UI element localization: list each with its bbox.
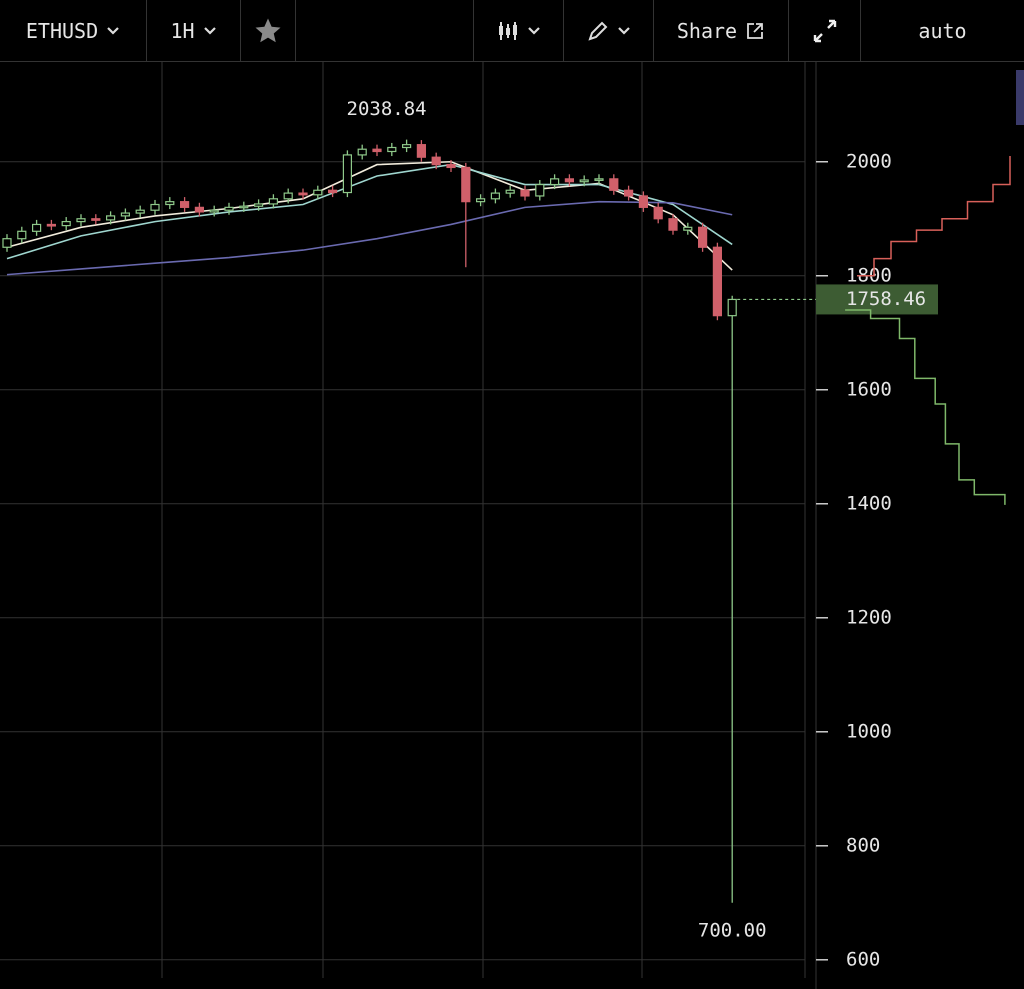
symbol: ETHUSD [25, 18, 99, 43]
candle-body [623, 189, 634, 197]
star-icon [255, 18, 281, 42]
fullscreen-button[interactable] [789, 0, 861, 61]
candle-body [564, 178, 575, 183]
moving-average [6, 160, 733, 271]
y-tick-label: 1200 [846, 606, 892, 628]
candle-body [298, 192, 308, 196]
candle-body [490, 192, 500, 200]
depth-line [845, 309, 1006, 505]
candle-body [313, 189, 323, 196]
candle-body [402, 144, 412, 149]
candle-body [268, 198, 278, 205]
candle-body [2, 238, 12, 248]
chart-type-button[interactable] [473, 0, 564, 61]
share-label: Share [676, 18, 738, 43]
candle-body [638, 195, 649, 208]
side-panel-tab [1016, 70, 1024, 125]
candle-body [180, 201, 190, 208]
scale-mode: auto [918, 18, 967, 43]
pencil-icon [587, 21, 607, 41]
candle-body [91, 218, 101, 221]
candle-body [135, 209, 145, 214]
candle-body [727, 298, 737, 317]
candle-body [283, 192, 293, 200]
candle-body [61, 221, 71, 227]
candle-body [76, 218, 86, 223]
scale-mode-button[interactable]: auto [861, 0, 1024, 61]
y-tick-label: 600 [846, 948, 880, 970]
depth-line [857, 156, 1011, 277]
candle-body [194, 206, 204, 213]
candle-body [239, 205, 249, 209]
symbol-selector[interactable]: ETHUSD [0, 0, 147, 61]
share-button[interactable]: Share [654, 0, 789, 61]
moving-average [6, 200, 733, 276]
candle-body [357, 148, 367, 156]
candle-body [446, 164, 456, 169]
candle-body [549, 178, 560, 186]
candle-body [209, 209, 219, 213]
candle-body [697, 226, 708, 248]
chevron [107, 26, 119, 35]
candle-body [668, 218, 678, 231]
candle-body [372, 148, 382, 153]
candle-body [150, 203, 160, 211]
candle-body [579, 179, 589, 183]
y-tick-label: 800 [846, 834, 880, 856]
candle-body [431, 156, 441, 166]
last-price-label: 1758.46 [846, 288, 926, 310]
chevron [203, 26, 216, 35]
chevron [527, 26, 540, 35]
drawing-tools-button[interactable] [564, 0, 654, 61]
candle-body [505, 189, 515, 194]
candle-body [105, 215, 116, 221]
y-tick-label: 1400 [846, 492, 892, 514]
interval-selector[interactable]: 1H [147, 0, 241, 61]
candle-body [165, 201, 175, 206]
interval: 1H [170, 18, 195, 43]
external-link-icon [747, 22, 764, 39]
candle-body [461, 166, 471, 203]
candle-body [520, 189, 530, 197]
candle-body [46, 223, 57, 227]
vertical-grid [161, 62, 817, 989]
last-price-tag [816, 284, 938, 315]
high-label: 2038.84 [347, 98, 427, 120]
candle-body [342, 154, 352, 194]
candle-body [683, 226, 693, 231]
candle-body [31, 223, 42, 232]
chevron [617, 26, 630, 35]
expand-icon [813, 19, 836, 42]
favorite-button[interactable] [241, 0, 296, 61]
moving-average [6, 163, 733, 260]
candle-body [328, 189, 338, 194]
y-tick-label: 1000 [846, 720, 892, 742]
y-tick-label: 1600 [846, 378, 892, 400]
candle-body [653, 206, 663, 220]
candle-body [416, 144, 426, 158]
y-tick-label: 2000 [846, 150, 892, 172]
candle-body [387, 146, 397, 153]
candle-body [17, 230, 27, 240]
candle-body [120, 212, 131, 217]
candle-body [224, 206, 234, 211]
candle-body [609, 178, 619, 191]
low-label: 700.00 [698, 919, 767, 941]
candle-body [476, 198, 486, 203]
candle-body [712, 246, 723, 317]
candle-body [535, 183, 545, 197]
candle-body [594, 178, 604, 181]
candle-body [254, 203, 264, 207]
candles-icon [498, 21, 517, 40]
toolbar: ETHUSD 1H Share auto [0, 0, 1024, 62]
